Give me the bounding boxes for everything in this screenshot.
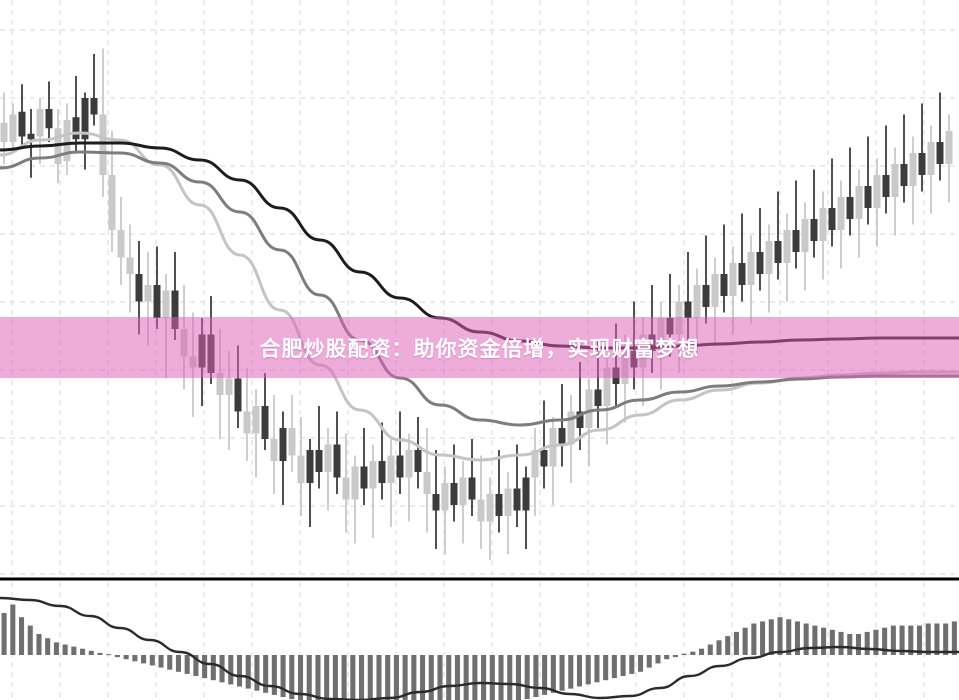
promo-banner[interactable]: 合肥炒股配资：助你资金倍增，实现财富梦想 bbox=[0, 317, 959, 378]
macd-histogram bbox=[1, 604, 957, 700]
candlestick-series bbox=[0, 48, 953, 560]
promo-banner-text: 合肥炒股配资：助你资金倍增，实现财富梦想 bbox=[259, 336, 700, 361]
macd-signal-line bbox=[0, 596, 959, 700]
